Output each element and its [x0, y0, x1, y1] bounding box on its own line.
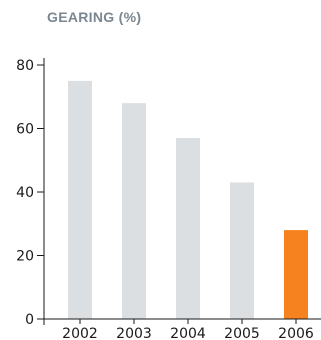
x-tick-label: 2002 — [62, 326, 98, 340]
bar-2006 — [284, 230, 308, 319]
x-tick-label: 2004 — [170, 326, 206, 340]
y-tick-label: 0 — [25, 312, 34, 328]
x-tick-label: 2005 — [224, 326, 260, 340]
x-tick-label: 2003 — [116, 326, 152, 340]
chart-title: GEARING (%) — [47, 9, 142, 25]
y-tick-label: 60 — [16, 122, 34, 138]
y-tick-label: 40 — [16, 185, 34, 201]
y-tick-label: 80 — [16, 58, 34, 74]
bar-2002 — [68, 80, 92, 319]
x-tick-label: 2006 — [278, 326, 314, 340]
y-tick-label: 20 — [16, 249, 34, 265]
axis-layer: 0 20 40 60 80 2002 2003 2004 2005 2006 — [16, 58, 321, 340]
bar-2003 — [122, 103, 146, 319]
bars-layer — [68, 80, 308, 319]
bar-2005 — [230, 182, 254, 319]
bar-2004 — [176, 138, 200, 319]
